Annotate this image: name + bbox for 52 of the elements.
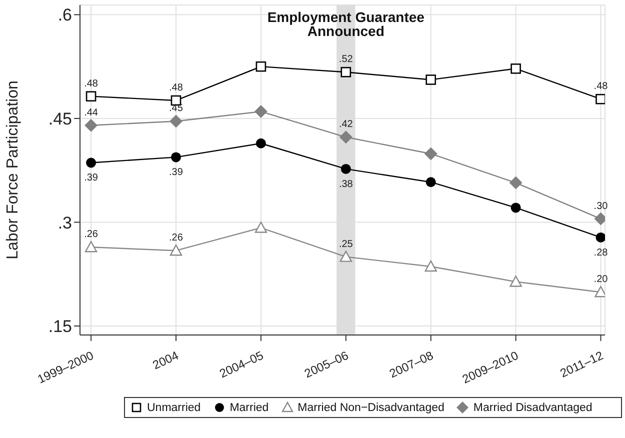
point bbox=[596, 94, 605, 104]
data-label: .28 bbox=[594, 247, 608, 258]
data-label: .39 bbox=[169, 167, 184, 178]
data-label: .38 bbox=[338, 178, 354, 190]
y-tick-label: .45 bbox=[48, 109, 72, 128]
point bbox=[169, 114, 182, 128]
point bbox=[86, 158, 96, 168]
data-label: .39 bbox=[84, 172, 98, 184]
y-tick-label: .6 bbox=[58, 6, 72, 25]
data-label: .30 bbox=[594, 200, 608, 212]
legend-label: Married Disadvantaged bbox=[473, 402, 592, 414]
point bbox=[256, 138, 266, 148]
y-tick-label: .15 bbox=[48, 317, 72, 336]
data-label: .20 bbox=[594, 274, 608, 286]
data-label: .26 bbox=[84, 229, 98, 240]
legend-label: Unmarried bbox=[147, 402, 201, 414]
data-label: .48 bbox=[84, 78, 98, 90]
point bbox=[424, 147, 438, 160]
data-label: .26 bbox=[169, 232, 184, 244]
point bbox=[426, 177, 436, 188]
band-label: Employment Guarantee Announced bbox=[267, 9, 425, 39]
y-axis-title: Labor Force Participation bbox=[4, 80, 22, 260]
data-label: .48 bbox=[594, 81, 608, 92]
point bbox=[86, 91, 96, 102]
point bbox=[340, 250, 352, 262]
data-label: .52 bbox=[338, 54, 354, 66]
y-tick-label: .3 bbox=[58, 213, 72, 232]
point bbox=[256, 61, 266, 72]
point bbox=[254, 222, 268, 233]
data-label: .42 bbox=[338, 119, 354, 130]
point bbox=[510, 64, 521, 74]
point bbox=[596, 232, 605, 242]
point bbox=[340, 164, 351, 174]
data-label: .45 bbox=[169, 103, 184, 114]
legend-label: Married Non−Disadvantaged bbox=[298, 402, 444, 414]
data-label: .44 bbox=[84, 107, 98, 118]
point bbox=[170, 244, 182, 256]
data-label: .48 bbox=[169, 82, 184, 94]
point bbox=[339, 130, 352, 144]
x-tick-label: 2004 bbox=[150, 348, 181, 372]
point bbox=[426, 74, 436, 85]
point bbox=[84, 241, 98, 252]
point bbox=[424, 260, 437, 272]
point bbox=[170, 152, 181, 162]
point bbox=[510, 276, 522, 287]
data-label: .25 bbox=[338, 238, 354, 250]
point bbox=[340, 66, 352, 78]
point bbox=[510, 202, 521, 213]
legend-label: Married bbox=[230, 402, 269, 414]
point bbox=[254, 105, 268, 118]
point bbox=[84, 118, 98, 132]
point bbox=[509, 176, 522, 190]
